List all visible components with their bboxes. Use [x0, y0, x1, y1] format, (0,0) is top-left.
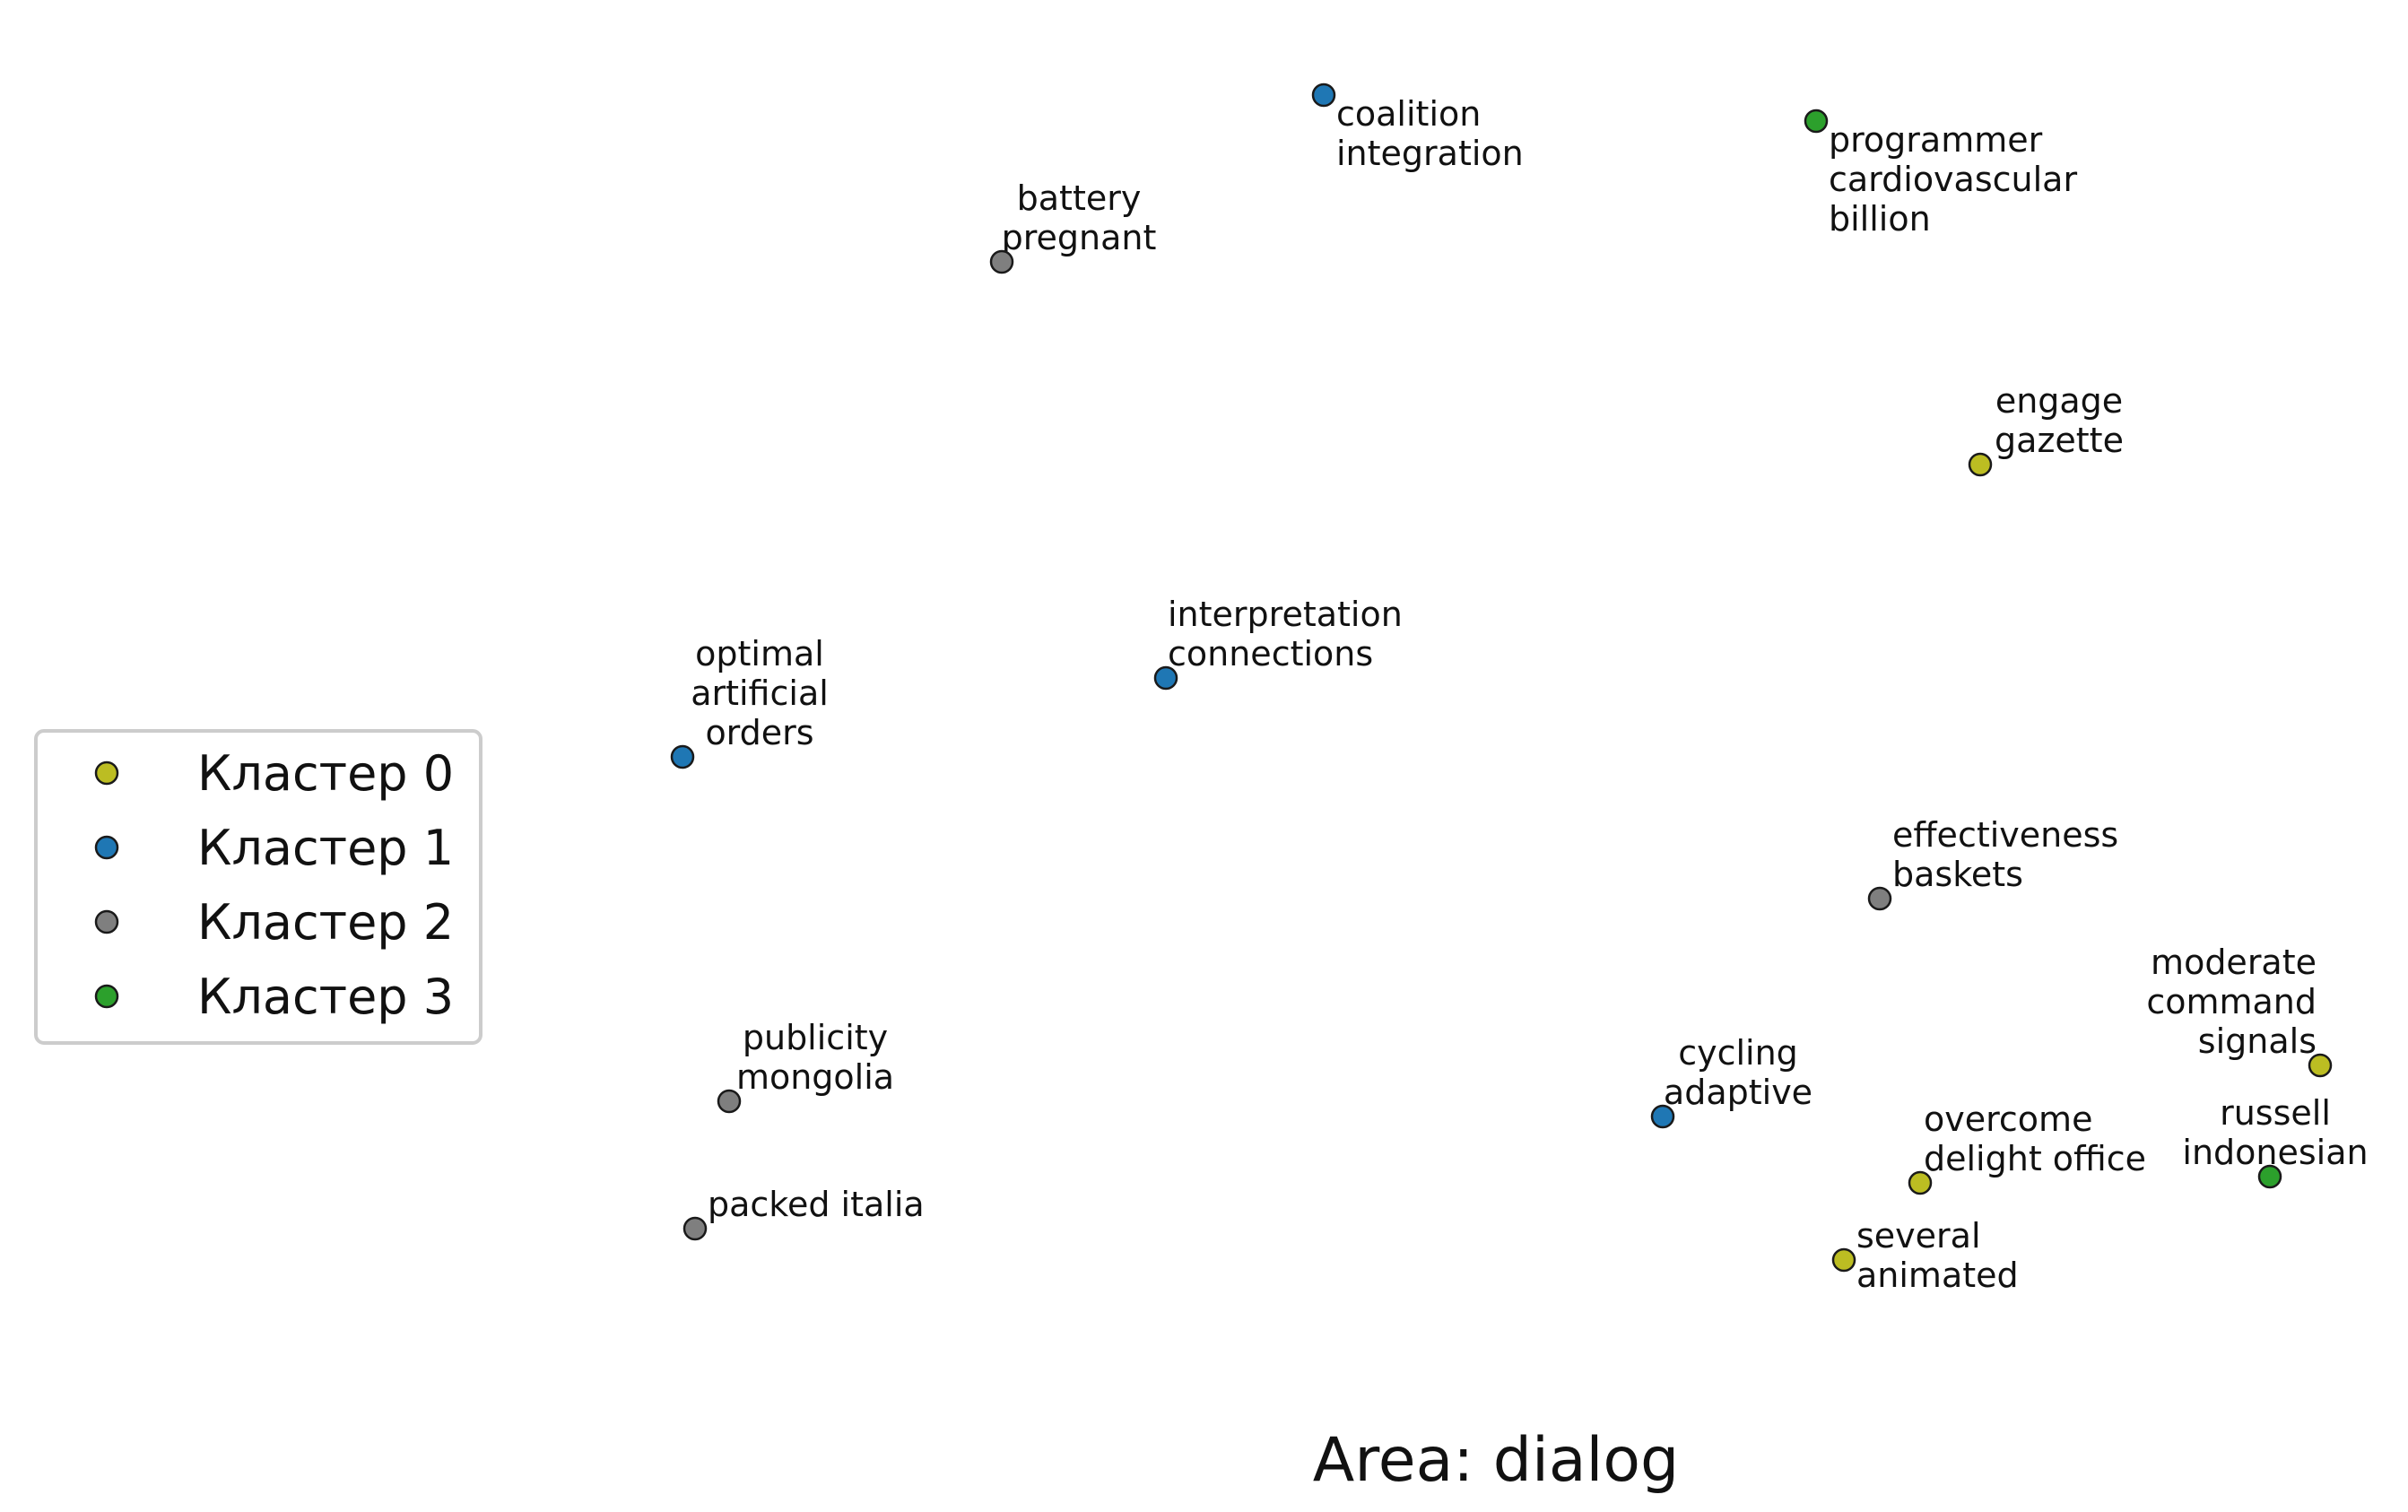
scatter-point — [1968, 452, 1993, 477]
point-label-line: billion — [1829, 199, 1931, 239]
legend-label: Кластер 2 — [197, 894, 454, 951]
point-label: battery pregnant — [1002, 178, 1157, 257]
point-label: effectiveness baskets — [1892, 815, 2118, 894]
legend-label: Кластер 1 — [197, 820, 454, 876]
legend-marker — [94, 984, 119, 1009]
point-label-line: coalition — [1336, 94, 1481, 134]
chart-caption: Area: dialog — [1313, 1425, 1679, 1496]
point-label-line: several — [1856, 1216, 1981, 1256]
point-label-line: indonesian — [2182, 1133, 2368, 1172]
point-label-line: baskets — [1892, 855, 2023, 894]
point-label-line: packed italia — [708, 1185, 925, 1224]
point-label: interpretation connections — [1168, 595, 1403, 673]
point-label-line: pregnant — [1002, 218, 1157, 257]
point-label-line: programmer — [1829, 120, 2043, 160]
point-label-line: signals — [2198, 1021, 2317, 1061]
legend-marker — [94, 835, 119, 860]
scatter-point — [1908, 1170, 1933, 1195]
point-label-line: cycling — [1678, 1033, 1798, 1073]
point-label-line: command — [2146, 982, 2317, 1021]
scatter-point — [1867, 886, 1892, 911]
point-label: publicity mongolia — [736, 1018, 894, 1097]
point-label-line: integration — [1336, 134, 1524, 173]
point-label: several animated — [1856, 1216, 2019, 1295]
scatter-point — [682, 1216, 708, 1241]
point-label: engage gazette — [1995, 381, 2124, 460]
legend-frame — [34, 729, 482, 1045]
point-label-line: cardiovascular — [1829, 160, 2077, 199]
legend: Кластер 0 Кластер 1 Кластер 2 Кластер 3 — [34, 729, 482, 1045]
legend-item: Кластер 3 — [94, 969, 454, 1025]
points-layer: coalition integration programmer cardiovasc… — [670, 83, 2369, 1295]
legend-items: Кластер 0 Кластер 1 Кластер 2 Кластер 3 — [94, 745, 454, 1025]
point-label-line: moderate — [2151, 943, 2317, 982]
scatter-point — [1650, 1104, 1675, 1129]
point-label-line: animated — [1856, 1256, 2019, 1295]
point-label-line: battery — [1017, 178, 1142, 218]
point-label: cycling adaptive — [1664, 1033, 1813, 1112]
legend-label: Кластер 3 — [197, 969, 454, 1025]
legend-marker — [94, 909, 119, 934]
point-label-line: mongolia — [736, 1057, 894, 1097]
scatter-point — [2308, 1053, 2333, 1078]
scatter-point — [1831, 1247, 1856, 1273]
scatter-point — [1153, 665, 1178, 691]
point-label-line: gazette — [1995, 421, 2124, 460]
scatter-point — [2257, 1164, 2282, 1189]
point-label: packed italia — [708, 1185, 925, 1224]
legend-label: Кластер 0 — [197, 745, 454, 802]
point-label: coalition integration — [1336, 94, 1524, 173]
point-label-line: engage — [1995, 381, 2123, 421]
point-label-line: adaptive — [1664, 1073, 1813, 1112]
point-label-line: delight office — [1924, 1139, 2146, 1178]
scatter-point — [717, 1089, 742, 1114]
legend-marker — [94, 760, 119, 786]
scatter-point — [1804, 109, 1829, 134]
point-label-line: interpretation — [1168, 595, 1403, 634]
scatter-point — [670, 744, 695, 769]
legend-item: Кластер 1 — [94, 820, 454, 876]
point-label: overcome delight office — [1924, 1099, 2146, 1178]
legend-item: Кластер 0 — [94, 745, 454, 802]
point-label-line: optimal — [695, 634, 824, 673]
scatter-point — [989, 249, 1014, 274]
point-label-line: orders — [705, 713, 813, 752]
point-label-line: connections — [1168, 634, 1373, 673]
point-label-line: russell — [2220, 1093, 2331, 1133]
point-label: russell indonesian — [2182, 1093, 2368, 1172]
point-label-line: artificial — [691, 673, 829, 713]
point-label: programmer cardiovascular billion — [1829, 120, 2077, 239]
point-label-line: publicity — [743, 1018, 888, 1057]
point-label-line: effectiveness — [1892, 815, 2118, 855]
scatter-point — [1311, 83, 1336, 108]
point-label-line: overcome — [1924, 1099, 2092, 1139]
legend-item: Кластер 2 — [94, 894, 454, 951]
point-label: moderate command signals — [2146, 943, 2317, 1061]
point-label: optimal artificial orders — [691, 634, 829, 752]
